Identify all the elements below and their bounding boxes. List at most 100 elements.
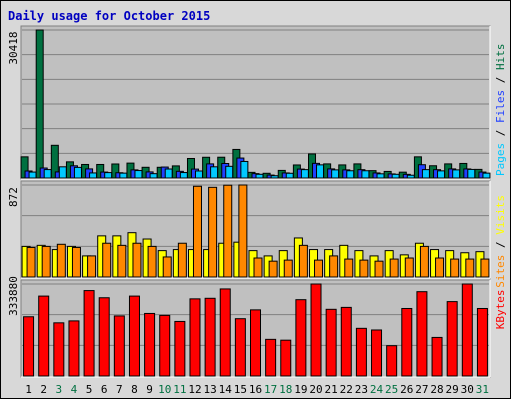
kbytes-bar-kbytes [250, 309, 261, 377]
visits-bar-sites [419, 245, 429, 278]
day-label: 14 [219, 383, 233, 396]
hits-bar-pages [240, 160, 249, 179]
kbytes-bar-kbytes [68, 320, 80, 377]
kbytes-bar-kbytes [446, 301, 458, 377]
hits-bar-pages [285, 172, 294, 179]
hits-bar-pages [179, 172, 188, 179]
day-label: 16 [249, 383, 262, 396]
visits-bar-sites [480, 258, 490, 278]
hits-bar-pages [58, 166, 67, 179]
visits-bar-sites [162, 256, 172, 278]
kbytes-bar-kbytes [325, 308, 337, 377]
hits-bar-pages [300, 169, 309, 179]
visits-bar-sites [208, 186, 218, 278]
hits-max-label: 30418 [7, 31, 20, 64]
day-label: 22 [340, 383, 353, 396]
visits-bar-sites [147, 245, 157, 278]
hits-panel: 30418 Pages / Files / Hits [7, 25, 507, 180]
visits-bar-sites [329, 255, 339, 278]
hits-bar-pages [270, 175, 279, 179]
day-label: 28 [430, 383, 443, 396]
visits-bar-sites [298, 244, 308, 278]
visits-bar-sites [374, 260, 384, 278]
hits-legend-part: / [494, 70, 507, 90]
kbytes-max-label: 333880 [7, 276, 20, 316]
kbytes-legend-part: KBytes [494, 289, 507, 329]
day-label: 31 [476, 383, 489, 396]
hits-bar-pages [164, 168, 173, 179]
day-label: 3 [56, 383, 63, 396]
kbytes-bar-kbytes [174, 320, 186, 377]
day-label: 20 [309, 383, 322, 396]
visits-bar-sites [102, 242, 112, 278]
hits-bar-pages [134, 170, 143, 179]
day-label: 24 [370, 383, 384, 396]
day-label: 13 [203, 383, 216, 396]
chart-title: Daily usage for October 2015 [8, 9, 210, 23]
kbytes-bar-kbytes [401, 307, 413, 377]
visits-bar-sites [450, 258, 460, 278]
visits-bar-sites [223, 184, 233, 278]
kbytes-bar-kbytes [83, 290, 95, 377]
hits-panel-bg [20, 25, 491, 180]
hits-bar-pages [376, 173, 385, 179]
day-label: 21 [325, 383, 338, 396]
day-label: 23 [355, 383, 368, 396]
hits-bar-pages [194, 170, 203, 179]
day-label: 27 [415, 383, 428, 396]
hits-bar-pages [43, 169, 52, 179]
kbytes-bar-kbytes [23, 316, 35, 377]
kbytes-bar-kbytes [310, 283, 322, 377]
hits-bar-pages [361, 170, 370, 179]
hits-bar-pages [119, 172, 128, 179]
visits-bar-sites [132, 242, 142, 278]
day-label: 9 [146, 383, 153, 396]
hits-bar-pages [255, 173, 264, 179]
day-label: 10 [158, 383, 171, 396]
kbytes-bar-kbytes [295, 299, 307, 377]
kbytes-bar-kbytes [204, 297, 216, 377]
hits-bar-pages [104, 172, 113, 179]
kbytes-bar-kbytes [234, 318, 246, 377]
visits-bar-sites [117, 244, 127, 278]
kbytes-bar-kbytes [355, 327, 367, 377]
day-label: 26 [400, 383, 413, 396]
day-label: 29 [446, 383, 459, 396]
panels-layer: 30418 Pages / Files / Hits 872 Sites / Visi… [7, 25, 507, 378]
kbytes-bar-kbytes [461, 283, 473, 377]
day-label: 6 [101, 383, 108, 396]
visits-panel: 872 Sites / Visits [7, 180, 507, 288]
day-label: 2 [40, 383, 47, 396]
day-labels: 1 2 3 4 5 6 7 8 9 10 11 12 13 14 15 16 17 18 19 20 21 22 23 24 2… [25, 383, 489, 396]
kbytes-bar-kbytes [340, 306, 352, 377]
visits-bar-sites [435, 257, 445, 278]
day-label: 11 [173, 383, 186, 396]
hits-bar-pages [452, 169, 461, 179]
kbytes-bar-kbytes [113, 315, 125, 377]
day-label: 5 [86, 383, 93, 396]
hits-bar-pages [210, 166, 219, 179]
visits-legend-part: Sites [494, 255, 507, 288]
visits-bar-sites [87, 255, 97, 278]
visits-legend-part: / [494, 235, 507, 255]
hits-bar-pages [437, 170, 446, 179]
day-label: 18 [279, 383, 292, 396]
kbytes-bar-kbytes [38, 295, 50, 377]
hits-bar-pages [406, 174, 415, 179]
visits-bar-sites [253, 257, 263, 278]
hits-legend-part: / [494, 123, 507, 143]
hits-bar-pages [316, 164, 325, 179]
day-label: 12 [188, 383, 201, 396]
hits-bar-pages [482, 172, 491, 179]
hits-legend: Pages / Files / Hits [494, 44, 507, 177]
kbytes-bar-kbytes [416, 291, 428, 377]
kbytes-bar-kbytes [431, 336, 443, 377]
kbytes-bar-kbytes [128, 295, 140, 377]
visits-bar-sites [344, 258, 354, 278]
hits-legend-part: Pages [494, 143, 507, 176]
kbytes-bar-kbytes [159, 314, 171, 377]
day-label: 25 [385, 383, 398, 396]
visits-bar-sites [268, 260, 278, 278]
day-label: 8 [131, 383, 138, 396]
